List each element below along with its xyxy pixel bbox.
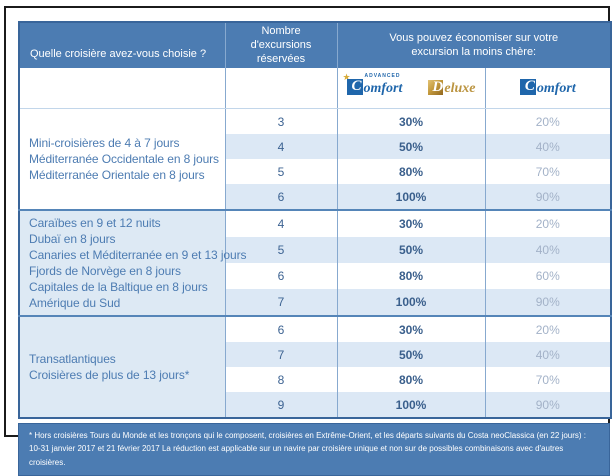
- table-row: Caraïbes en 9 et 12 nuits Dubaï en 8 jou…: [19, 209, 612, 317]
- cruise-name: Mini-croisières de 4 à 7 jours: [29, 136, 180, 151]
- comfort-discount: 60%: [484, 263, 612, 290]
- comfort-square-icon: C: [346, 78, 363, 96]
- page-frame: Quelle croisière avez-vous choisie ? Nom…: [4, 6, 613, 476]
- cruise-name: Fjords de Norvège en 8 jours: [29, 264, 181, 279]
- advanced-deluxe-discount: 100%: [336, 392, 485, 419]
- cruise-name: Méditerranée Orientale en 8 jours: [29, 168, 205, 183]
- cruise-list-cell: Caraïbes en 9 et 12 nuits Dubaï en 8 jou…: [19, 209, 247, 317]
- comfort-initial: C: [351, 78, 362, 95]
- deluxe-square-icon: D: [428, 79, 444, 96]
- advanced-deluxe-discount: 80%: [336, 159, 485, 185]
- comfort-discount: 20%: [484, 108, 612, 135]
- comfort-wordmark: omfort: [363, 81, 403, 97]
- header-savings: Vous pouvez économiser sur votre excursi…: [336, 22, 612, 69]
- excursion-count: 3: [224, 108, 337, 135]
- advanced-deluxe-discount: 50%: [336, 134, 485, 160]
- comfort-discount: 90%: [484, 392, 612, 419]
- footnote-bar: * Hors croisières Tours du Monde et les …: [18, 423, 610, 476]
- cruise-name: Amérique du Sud: [29, 296, 121, 311]
- excursion-count: 9: [224, 392, 337, 419]
- advanced-deluxe-discount: 30%: [336, 209, 485, 238]
- excursion-count: 4: [224, 209, 337, 238]
- star-icon: ★: [342, 72, 351, 83]
- advanced-deluxe-discount: 100%: [336, 289, 485, 317]
- comfort-discount: 70%: [484, 367, 612, 393]
- table-row: 7 100% 90%: [19, 289, 612, 317]
- table-row: 5 50% 40%: [19, 237, 612, 264]
- comfort-square-icon: C: [519, 78, 536, 96]
- excursion-count: 4: [224, 134, 337, 160]
- table-row: Transatlantiques Croisières de plus de 1…: [19, 315, 612, 419]
- excursion-discount-table: Quelle croisière avez-vous choisie ? Nom…: [18, 21, 613, 420]
- cruise-name: Canaries et Méditerranée en 9 et 13 jour…: [29, 248, 247, 263]
- header-excursions-booked: Nombre d'excursions réservées: [224, 22, 337, 69]
- advanced-label: ADVANCED: [364, 73, 401, 80]
- table-row: 8 80% 70%: [19, 367, 612, 393]
- cruise-name: Capitales de la Baltique en 8 jours: [29, 280, 208, 295]
- advanced-deluxe-discount: 50%: [336, 237, 485, 264]
- empty-cell: [224, 68, 337, 110]
- advanced-deluxe-discount: 30%: [336, 315, 485, 343]
- table-row: 7 50% 40%: [19, 342, 612, 368]
- comfort-discount: 40%: [484, 342, 612, 368]
- excursion-count: 7: [224, 342, 337, 368]
- header-cruise-choice: Quelle croisière avez-vous choisie ?: [19, 22, 225, 69]
- empty-cell: [19, 68, 225, 110]
- cruise-name: Croisières de plus de 13 jours*: [29, 368, 190, 383]
- table-row: 4 50% 40%: [19, 134, 612, 160]
- deluxe-initial: D: [432, 79, 444, 96]
- advanced-deluxe-discount: 50%: [336, 342, 485, 368]
- excursion-count: 6: [224, 184, 337, 211]
- table-row: 5 80% 70%: [19, 159, 612, 185]
- comfort-discount: 40%: [484, 134, 612, 160]
- comfort-discount: 70%: [484, 159, 612, 185]
- table-header-row: Quelle croisière avez-vous choisie ? Nom…: [19, 22, 612, 69]
- table-row: 6 80% 60%: [19, 263, 612, 290]
- excursion-count: 8: [224, 367, 337, 393]
- cruise-name: Caraïbes en 9 et 12 nuits: [29, 216, 161, 231]
- comfort-wordmark: omfort: [536, 81, 576, 97]
- comfort-initial: C: [524, 78, 535, 95]
- advanced-deluxe-discount: 30%: [336, 108, 485, 135]
- comfort-discount: 90%: [484, 184, 612, 211]
- cruise-list-cell: Mini-croisières de 4 à 7 jours Méditerra…: [19, 108, 225, 211]
- cruise-name: Transatlantiques: [29, 352, 116, 367]
- discount-table-container: Quelle croisière avez-vous choisie ? Nom…: [18, 21, 613, 476]
- excursion-count: 6: [224, 315, 337, 343]
- excursion-count: 5: [224, 159, 337, 185]
- cruise-name: Dubaï en 8 jours: [29, 232, 116, 247]
- advanced-deluxe-discount: 80%: [336, 367, 485, 393]
- comfort-discount: 20%: [484, 209, 612, 238]
- table-row: Mini-croisières de 4 à 7 jours Méditerra…: [19, 108, 612, 211]
- comfort-discount: 90%: [484, 289, 612, 317]
- cruise-group-mini: Mini-croisières de 4 à 7 jours Méditerra…: [19, 108, 612, 211]
- cruise-name: Méditerranée Occidentale en 8 jours: [29, 152, 219, 167]
- excursion-count: 6: [224, 263, 337, 290]
- advanced-deluxe-discount: 100%: [336, 184, 485, 211]
- excursion-count: 5: [224, 237, 337, 264]
- comfort-discount: 20%: [484, 315, 612, 343]
- cruise-group-world: Caraïbes en 9 et 12 nuits Dubaï en 8 jou…: [19, 209, 612, 317]
- table-row: 6 100% 90%: [19, 184, 612, 211]
- cruise-list-cell: Transatlantiques Croisières de plus de 1…: [19, 315, 225, 419]
- comfort-discount: 40%: [484, 237, 612, 264]
- deluxe-wordmark: eluxe: [444, 81, 476, 97]
- cruise-group-transatlantic: Transatlantiques Croisières de plus de 1…: [19, 315, 612, 419]
- excursion-count: 7: [224, 289, 337, 317]
- advanced-deluxe-discount: 80%: [336, 263, 485, 290]
- table-row: 9 100% 90%: [19, 392, 612, 419]
